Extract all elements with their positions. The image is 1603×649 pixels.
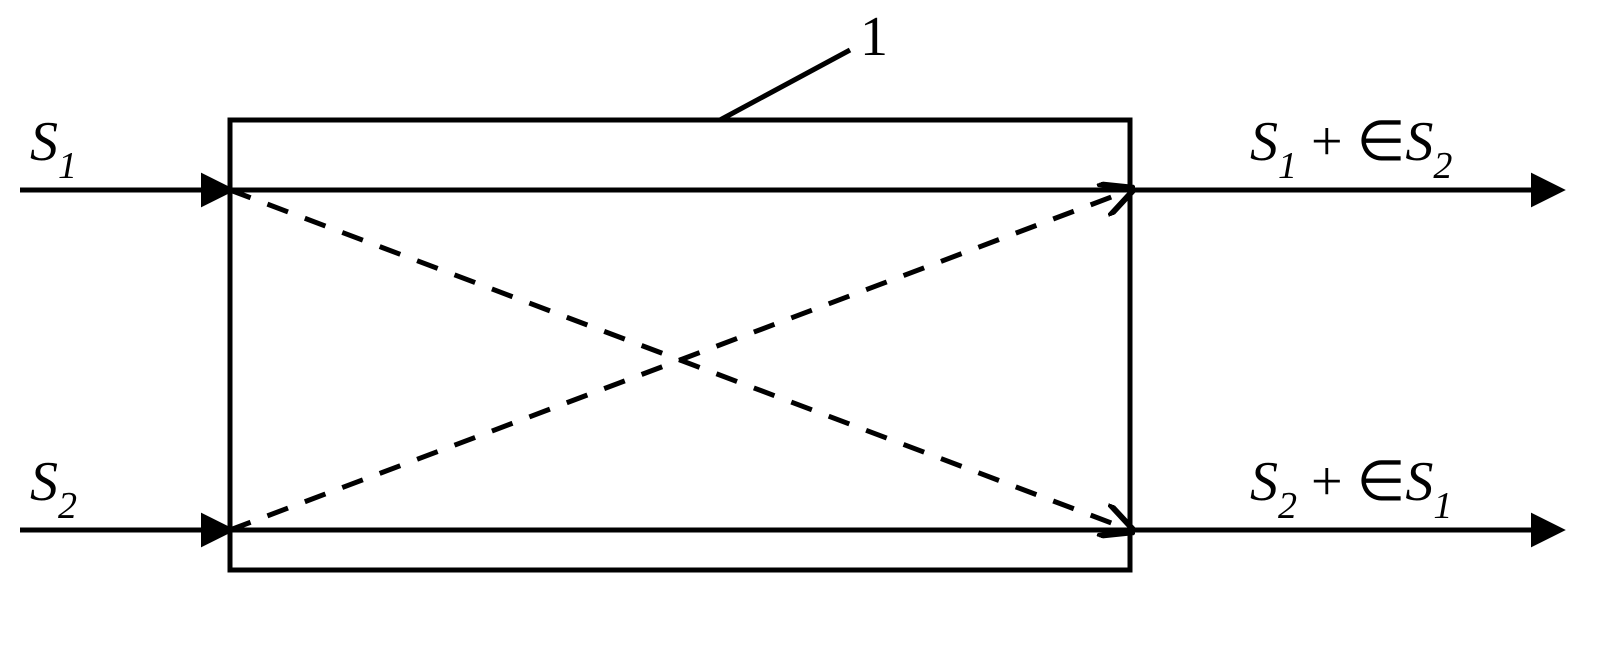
callout-label: 1 (860, 6, 888, 68)
input-label-bottom: S2 (30, 451, 77, 527)
callout-leader (720, 50, 850, 120)
input-label-top: S1 (30, 111, 77, 187)
output-label-top: S1 + ∈S2 (1250, 111, 1452, 187)
output-label-bottom: S2 + ∈S1 (1250, 451, 1452, 527)
